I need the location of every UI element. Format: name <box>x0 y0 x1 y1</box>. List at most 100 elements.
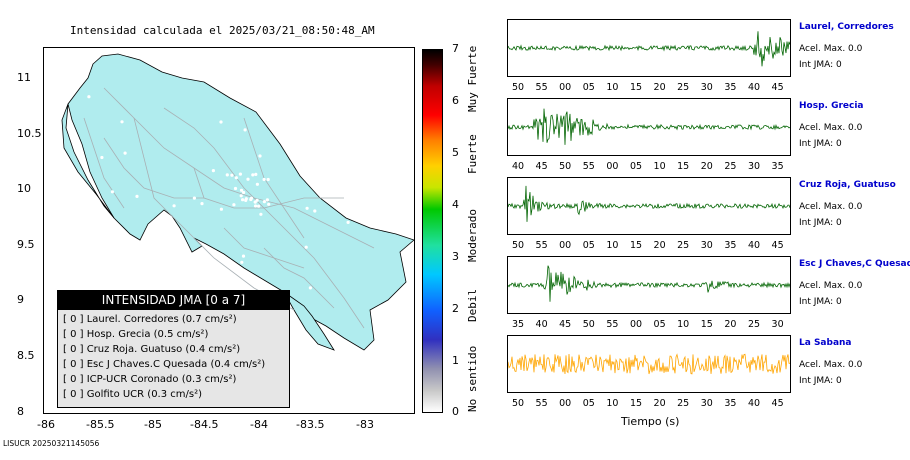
time-tick-label: 30 <box>700 240 713 251</box>
town-dot <box>344 207 348 211</box>
time-tick-label: 25 <box>747 319 761 330</box>
town-dot <box>192 196 196 200</box>
map-title: Intensidad calculada el 2025/03/21_08:50… <box>70 24 375 37</box>
town-dot <box>266 177 270 182</box>
waveform-plot <box>507 19 791 77</box>
time-tick-label: 05 <box>582 398 595 409</box>
waveform-time-ticks: 50 55 00 05 10 15 20 25 30 35 40 45 <box>507 82 789 96</box>
town-dot <box>87 95 91 99</box>
time-tick-label: 25 <box>724 161 737 172</box>
town-dot <box>172 204 176 208</box>
town-dot <box>152 230 156 234</box>
waveform-time-ticks: 40 45 50 55 00 05 10 15 20 25 30 35 <box>507 161 789 175</box>
colorbar-number: 1 <box>452 354 459 367</box>
time-tick-label: 15 <box>677 161 690 172</box>
time-tick-label: 30 <box>747 161 761 172</box>
y-tick: 10 <box>17 182 31 195</box>
town-dot <box>238 172 242 176</box>
waveform-trace <box>508 353 790 375</box>
town-markers <box>87 95 361 301</box>
road-line <box>163 107 365 329</box>
town-dot <box>251 173 255 177</box>
time-tick-label: 15 <box>629 82 643 93</box>
station-jma: Int JMA: 0 <box>799 376 842 386</box>
colorbar-number: 7 <box>452 42 459 55</box>
town-dot <box>257 204 261 208</box>
colorbar-number: 5 <box>452 146 459 159</box>
waveform-plot <box>507 335 791 393</box>
town-dot <box>255 182 259 186</box>
time-tick-label: 00 <box>629 319 643 330</box>
town-dot <box>217 252 221 256</box>
station-jma: Int JMA: 0 <box>799 139 842 149</box>
town-dot <box>234 176 238 180</box>
time-tick-label: 35 <box>511 319 525 330</box>
y-tick: 10.5 <box>17 127 42 140</box>
town-dot <box>246 177 250 181</box>
town-dot <box>120 120 124 124</box>
town-dot <box>211 169 215 173</box>
time-tick-label: 50 <box>511 240 525 251</box>
time-tick-label: 00 <box>606 161 619 172</box>
town-dot <box>333 98 337 102</box>
time-tick-label: 10 <box>606 82 619 93</box>
town-dot <box>200 202 204 206</box>
town-dot <box>259 212 263 216</box>
time-tick-label: 35 <box>771 161 784 172</box>
x-tick: -83.5 <box>296 418 325 431</box>
town-dot <box>267 202 271 206</box>
colorbar-number: 3 <box>452 250 459 263</box>
y-tick: 8 <box>17 405 24 418</box>
x-tick: -83 <box>356 418 374 431</box>
town-dot <box>254 172 258 176</box>
legend-item: [ 0 ] Cruz Roja. Guatuso (0.4 cm/s²) <box>63 344 241 355</box>
waveform-trace <box>508 185 790 222</box>
town-dot <box>219 120 223 124</box>
colorbar-number: 2 <box>452 302 459 315</box>
colorbar-word: No sentido <box>466 345 479 412</box>
town-dot <box>239 194 243 198</box>
time-tick-label: 45 <box>535 161 548 172</box>
town-dot <box>242 190 246 195</box>
time-tick-label: 20 <box>653 240 666 251</box>
town-dot <box>219 207 223 211</box>
time-tick-label: 40 <box>535 319 548 330</box>
x-tick: -84 <box>250 418 268 431</box>
legend-item: [ 0 ] Golfito UCR (0.3 cm/s²) <box>63 389 203 400</box>
town-dot <box>262 177 266 182</box>
time-tick-label: 05 <box>582 240 595 251</box>
time-tick-label: 35 <box>724 82 737 93</box>
town-dot <box>313 209 317 213</box>
time-tick-label: 25 <box>677 82 690 93</box>
time-tick-label: 45 <box>771 398 784 409</box>
time-tick-label: 15 <box>700 319 713 330</box>
waveform-plot <box>507 98 791 156</box>
time-tick-label: 45 <box>559 319 572 330</box>
colorbar-word: Moderado <box>466 209 479 262</box>
y-tick: 8.5 <box>17 349 35 362</box>
colorbar-word: Fuerte <box>466 134 479 174</box>
time-tick-label: 55 <box>535 82 548 93</box>
station-info: Acel. Max. 0.0 Int JMA: 0 <box>799 120 862 152</box>
town-dot <box>123 151 127 155</box>
station-info: Acel. Max. 0.0 Int JMA: 0 <box>799 278 862 310</box>
town-dot <box>258 154 262 158</box>
time-tick-label: 55 <box>535 398 548 409</box>
osa-peninsula <box>283 291 335 351</box>
time-tick-label: 10 <box>677 319 690 330</box>
waveform-trace <box>508 265 790 302</box>
time-tick-label: 40 <box>747 240 761 251</box>
station-name: Esc J Chaves,C Quesada <box>799 259 910 269</box>
road-line <box>223 227 305 269</box>
station-jma: Int JMA: 0 <box>799 297 842 307</box>
intensity-colorbar <box>422 49 443 413</box>
waveform-plot <box>507 177 791 235</box>
time-tick-label: 20 <box>653 82 666 93</box>
road-line <box>103 87 375 249</box>
town-dot <box>308 286 312 290</box>
town-dot <box>100 155 104 160</box>
y-tick: 11 <box>17 71 31 84</box>
station-acel: Acel. Max. 0.0 <box>799 202 863 212</box>
station-info: Acel. Max. 0.0 Int JMA: 0 <box>799 357 862 389</box>
waveform-time-ticks: 35 40 45 50 55 00 05 10 15 20 25 30 <box>507 319 789 333</box>
